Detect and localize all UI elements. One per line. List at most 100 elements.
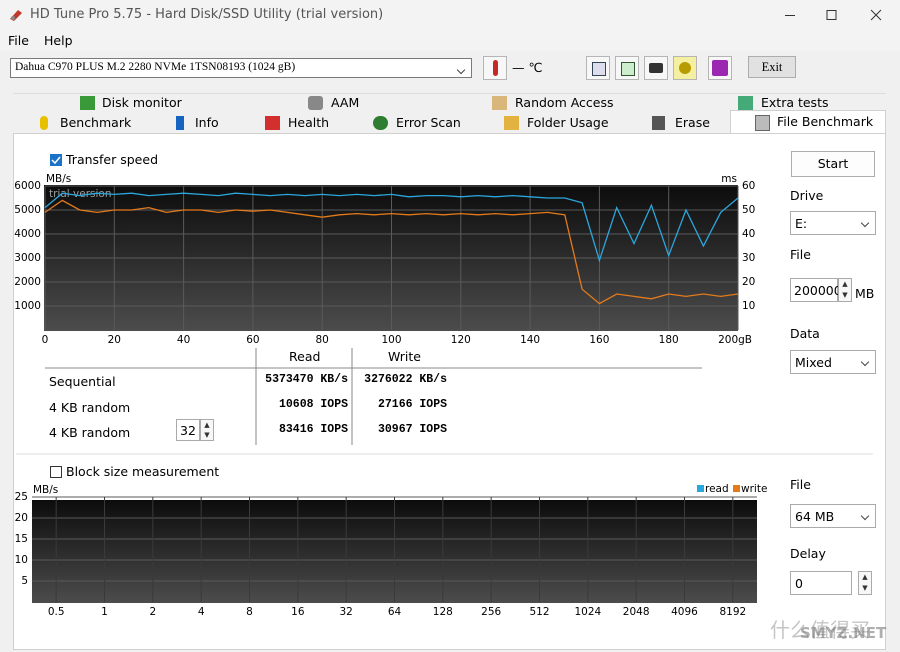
menu-item[interactable]: Help — [44, 33, 73, 48]
y2-tick-label: 50 — [742, 204, 755, 216]
tab[interactable]: AAM — [308, 93, 359, 113]
row-label: Sequential — [49, 374, 116, 389]
copy-all-button[interactable] — [615, 56, 639, 80]
tab[interactable]: Random Access — [492, 93, 614, 113]
write-value: 3276022 KB/s — [364, 373, 447, 386]
tab-label: Disk monitor — [102, 95, 182, 110]
y-tick-label: 5000 — [14, 204, 41, 216]
x-tick-label: 4 — [198, 606, 205, 618]
y-tick-label: 15 — [15, 533, 28, 545]
legend-swatch — [733, 485, 740, 492]
menu-bar — [0, 31, 900, 51]
x-tick-label: 200gB — [718, 334, 752, 346]
label: Delay — [790, 546, 826, 561]
queue-depth-input[interactable]: 32 — [176, 419, 200, 441]
row-label: 4 KB random — [49, 400, 131, 415]
y2-tick-label: 20 — [742, 276, 755, 288]
value: 0 — [795, 576, 803, 591]
tab-active[interactable]: File Benchmark — [730, 110, 886, 134]
screenshot-button[interactable] — [644, 56, 668, 80]
read-value: 10608 IOPS — [278, 398, 348, 411]
tab[interactable]: Benchmark — [38, 113, 131, 133]
menu-item[interactable]: File — [8, 33, 29, 48]
x-tick-label: 140 — [520, 334, 540, 346]
x-tick-label: 64 — [388, 606, 402, 618]
drive-select[interactable]: Dahua C970 PLUS M.2 2280 NVMe 1TSN08193 … — [10, 58, 472, 78]
tab-label: File Benchmark — [777, 114, 874, 129]
tab-label: Info — [195, 115, 219, 130]
block-file-select[interactable]: 64 MB — [790, 504, 876, 528]
read-value: 83416 IOPS — [278, 423, 348, 436]
tab[interactable]: Error Scan — [373, 113, 461, 133]
write-value: 27166 IOPS — [377, 398, 447, 411]
tab[interactable]: Info — [174, 113, 219, 133]
checkbox-label: Transfer speed — [66, 152, 158, 167]
watermark: 什么值得买 — [770, 618, 870, 642]
label: Drive — [790, 188, 824, 203]
y2-axis-label: ms — [721, 173, 737, 185]
tab-label: Extra tests — [761, 95, 829, 110]
checkbox[interactable] — [50, 154, 62, 166]
start-button[interactable]: Start — [791, 151, 875, 177]
y-axis-label: MB/s — [46, 173, 71, 185]
series-line — [44, 192, 739, 263]
tab[interactable]: Folder Usage — [504, 113, 609, 133]
x-tick-label: 1024 — [574, 606, 601, 618]
file-size-input[interactable]: 200000 — [790, 278, 842, 302]
x-tick-label: 128 — [433, 606, 453, 618]
exit-button[interactable]: Exit — [748, 56, 796, 78]
save-button[interactable] — [708, 56, 732, 80]
x-tick-label: 32 — [339, 606, 352, 618]
tab-label: Health — [288, 115, 330, 130]
x-tick-label: 512 — [529, 606, 549, 618]
value: 200000 — [794, 283, 842, 298]
window-controls[interactable] — [770, 0, 900, 31]
window-title: HD Tune Pro 5.75 - Hard Disk/SSD Utility… — [30, 7, 384, 22]
legend-label: write — [741, 483, 767, 495]
x-tick-label: 4096 — [671, 606, 698, 618]
tab[interactable]: Health — [265, 113, 329, 133]
y2-tick-label: 60 — [742, 180, 755, 192]
y-tick-label: 1000 — [14, 300, 41, 312]
tab[interactable]: Extra tests — [738, 93, 829, 113]
spinner[interactable]: ▲ ▼ — [838, 278, 852, 302]
x-tick-label: 80 — [316, 334, 329, 346]
series-line — [44, 199, 739, 305]
delay-input[interactable]: 0 — [790, 571, 852, 595]
temperature: — ℃ — [512, 60, 543, 75]
x-tick-label: 0.5 — [48, 606, 65, 618]
tab[interactable]: Disk monitor — [80, 93, 182, 113]
data-select[interactable]: Mixed — [790, 350, 876, 374]
y-tick-label: 3000 — [14, 252, 41, 264]
checkbox[interactable] — [50, 466, 62, 478]
tab[interactable]: Erase — [652, 113, 710, 133]
options-button[interactable] — [673, 56, 697, 80]
temperature-icon — [483, 56, 507, 80]
value: 32 — [180, 423, 196, 438]
tab-label: AAM — [331, 95, 360, 110]
y2-tick-label: 30 — [742, 252, 755, 264]
y-tick-label: 4000 — [14, 228, 41, 240]
y-tick-label: 2000 — [14, 276, 41, 288]
label: File — [790, 247, 811, 262]
write-value: 30967 IOPS — [377, 423, 447, 436]
value: E: — [795, 216, 808, 231]
row-label: 4 KB random — [49, 425, 131, 440]
spinner[interactable]: ▲ ▼ — [200, 419, 214, 441]
x-tick-label: 0 — [42, 334, 49, 346]
x-tick-label: 100 — [381, 334, 401, 346]
read-value: 5373470 KB/s — [265, 373, 348, 386]
copy-button[interactable] — [586, 56, 610, 80]
y2-tick-label: 40 — [742, 228, 755, 240]
x-tick-label: 160 — [589, 334, 609, 346]
x-tick-label: 60 — [246, 334, 259, 346]
drive-select[interactable]: E: — [790, 211, 876, 235]
label: Data — [790, 326, 820, 341]
legend-label: read — [705, 483, 729, 495]
y-tick-label: 5 — [21, 575, 28, 587]
spinner[interactable]: ▲ ▼ — [858, 571, 872, 595]
drive-name: Dahua C970 PLUS M.2 2280 NVMe 1TSN08193 … — [15, 61, 296, 73]
x-tick-label: 2048 — [623, 606, 650, 618]
